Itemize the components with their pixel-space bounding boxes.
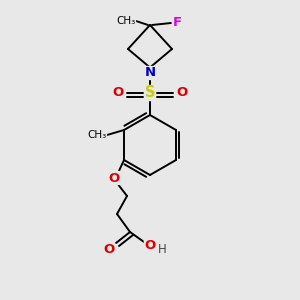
Text: N: N — [144, 67, 156, 80]
Text: O: O — [176, 86, 188, 100]
Text: O: O — [103, 244, 115, 256]
Text: O: O — [108, 172, 120, 184]
Text: O: O — [112, 86, 124, 100]
Text: CH₃: CH₃ — [116, 16, 136, 26]
Text: F: F — [172, 16, 182, 29]
Text: S: S — [145, 85, 155, 100]
Text: H: H — [158, 244, 166, 256]
Text: O: O — [144, 239, 156, 253]
Text: CH₃: CH₃ — [87, 130, 106, 140]
